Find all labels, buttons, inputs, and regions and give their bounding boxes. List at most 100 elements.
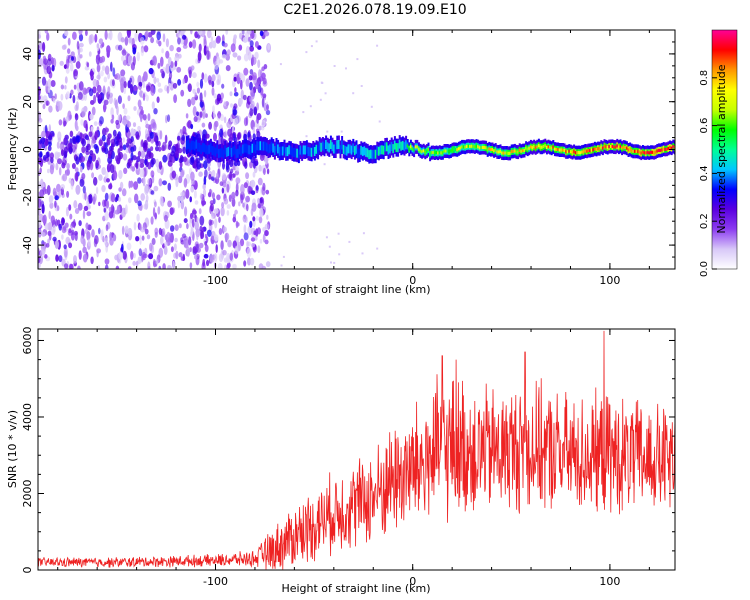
spectrogram-noise-cell xyxy=(190,123,194,130)
spectrogram-noise-cell xyxy=(194,92,197,98)
spectrogram-line-cell xyxy=(457,147,460,151)
spectrogram-line-cell xyxy=(561,148,564,152)
spectrogram-line-cell xyxy=(595,147,598,151)
spectrogram-line-cell xyxy=(208,144,211,154)
spectrogram-noise-cell xyxy=(91,106,96,116)
spectrogram-noise-cell xyxy=(80,166,83,173)
spectrogram-line-cell xyxy=(227,147,230,156)
spectrogram-noise-cell xyxy=(261,120,266,127)
spectrogram-noise-cell xyxy=(262,233,266,243)
spectrogram-line-cell xyxy=(544,144,547,148)
spectrogram-noise-cell xyxy=(97,71,101,81)
spectrogram-noise-cell xyxy=(150,123,155,129)
spectrogram-noise-cell xyxy=(151,237,156,246)
spectrogram-noise-cell xyxy=(208,173,212,180)
spectrogram-noise-cell xyxy=(181,134,185,141)
spectrogram-noise-cell xyxy=(231,197,236,207)
spectrogram-noise-cell xyxy=(101,185,106,193)
spectrogram-noise-cell xyxy=(132,122,137,127)
spectrogram-line-cell xyxy=(408,147,411,151)
spectrogram-line-cell xyxy=(449,149,452,153)
spectrogram-line-cell xyxy=(625,146,628,150)
spectrogram-noise-cell xyxy=(238,201,241,207)
spectrogram-noise-cell xyxy=(257,197,260,205)
spectrogram-line-cell xyxy=(472,144,475,148)
spectrogram-noise-cell xyxy=(237,55,242,61)
spectrogram-noise-cell xyxy=(152,207,156,217)
spectrogram-line-cell xyxy=(281,146,284,156)
spectrogram-noise-cell xyxy=(56,141,60,149)
spectrogram-noise-cell xyxy=(225,30,229,35)
spectrogram-noise-cell xyxy=(198,30,202,36)
spectrogram-line-cell xyxy=(278,146,281,156)
spectrogram-noise-cell xyxy=(261,72,266,79)
spectrogram-noise-cell xyxy=(93,94,97,104)
spectrogram-noise-cell xyxy=(81,173,86,180)
spectrogram-line-cell xyxy=(499,149,502,153)
spectrogram-line-cell xyxy=(267,144,270,154)
spectrogram-noise-cell xyxy=(78,81,84,91)
spectrogram-noise-cell xyxy=(265,189,270,195)
spectrogram-line-cell xyxy=(611,144,614,148)
spectrogram-line-cell xyxy=(448,149,451,154)
spectrogram-noise-cell xyxy=(147,136,152,142)
spectrogram-line-cell xyxy=(211,146,214,156)
spectrogram-noise-cell xyxy=(54,240,60,249)
spectrogram-noise-cell xyxy=(110,138,116,145)
spectrogram-noise-cell xyxy=(249,161,253,169)
spectrogram-noise-cell xyxy=(183,218,188,224)
spectrogram-line-cell xyxy=(318,141,321,151)
spectrogram-noise-cell xyxy=(100,229,103,241)
spectrogram-line-cell xyxy=(273,146,276,156)
spectrogram-line-cell xyxy=(251,143,254,153)
spectrogram-line-cell xyxy=(627,148,630,152)
spectrogram-noise-cell xyxy=(75,135,81,143)
spectrogram-line-cell xyxy=(323,142,326,152)
spectrogram-noise-cell xyxy=(203,160,208,170)
spectrogram-line-cell xyxy=(376,146,379,156)
spectrogram-noise-cell xyxy=(139,206,143,211)
spectrogram-noise-cell xyxy=(145,160,149,168)
spectrogram-noise-cell xyxy=(223,116,227,124)
spectrogram-noise-cell xyxy=(57,101,63,111)
spectrogram-noise-cell xyxy=(131,166,136,172)
spectrogram-noise-cell xyxy=(101,134,106,142)
spectrogram-noise-cell xyxy=(249,40,254,47)
spectrogram-noise-cell xyxy=(128,180,131,189)
spectrogram-noise-cell xyxy=(189,218,192,228)
spectrogram-noise-cell xyxy=(74,113,79,121)
spectrogram-noise-cell xyxy=(186,223,189,230)
spectrogram-noise-cell xyxy=(98,227,101,235)
spectrogram-noise-cell xyxy=(73,230,78,236)
spectrogram-noise-cell xyxy=(226,264,230,269)
spectrogram-line-cell xyxy=(502,151,505,155)
spectrogram-noise-cell xyxy=(239,32,243,40)
spectrogram-noise-cell xyxy=(113,234,117,242)
spectrogram-noise-cell xyxy=(175,143,179,152)
spectrogram-noise-cell xyxy=(94,33,98,43)
spectrogram-noise-cell xyxy=(66,163,70,170)
spectrogram-noise-cell xyxy=(361,252,364,255)
spectrogram-noise-cell xyxy=(122,144,127,151)
spectrogram-noise-cell xyxy=(166,114,171,122)
spectrogram-line-cell xyxy=(209,143,212,153)
spectrogram-line-cell xyxy=(608,145,611,149)
spectrogram-noise-cell xyxy=(222,226,227,233)
spectrogram-line-cell xyxy=(221,148,224,157)
spectrogram-noise-cell xyxy=(177,37,181,45)
spectrogram-line-cell xyxy=(235,149,238,159)
spectrogram-noise-cell xyxy=(68,242,73,249)
spectrogram-noise-cell xyxy=(164,241,168,247)
spectrogram-noise-cell xyxy=(74,104,78,112)
spectrogram-noise-cell xyxy=(233,103,238,110)
spectrogram-line-cell xyxy=(497,150,500,154)
spectrogram-line-cell xyxy=(614,145,617,149)
spectrogram-noise-cell xyxy=(38,86,41,96)
spectrogram-noise-cell xyxy=(168,71,173,80)
spectrogram-noise-cell xyxy=(70,223,74,229)
spectrogram-noise-cell xyxy=(107,150,113,157)
spectrogram-noise-cell xyxy=(98,174,103,181)
spectrogram-noise-cell xyxy=(173,243,177,251)
spectrogram-noise-cell xyxy=(65,116,69,123)
spectrogram-noise-cell xyxy=(78,250,82,260)
